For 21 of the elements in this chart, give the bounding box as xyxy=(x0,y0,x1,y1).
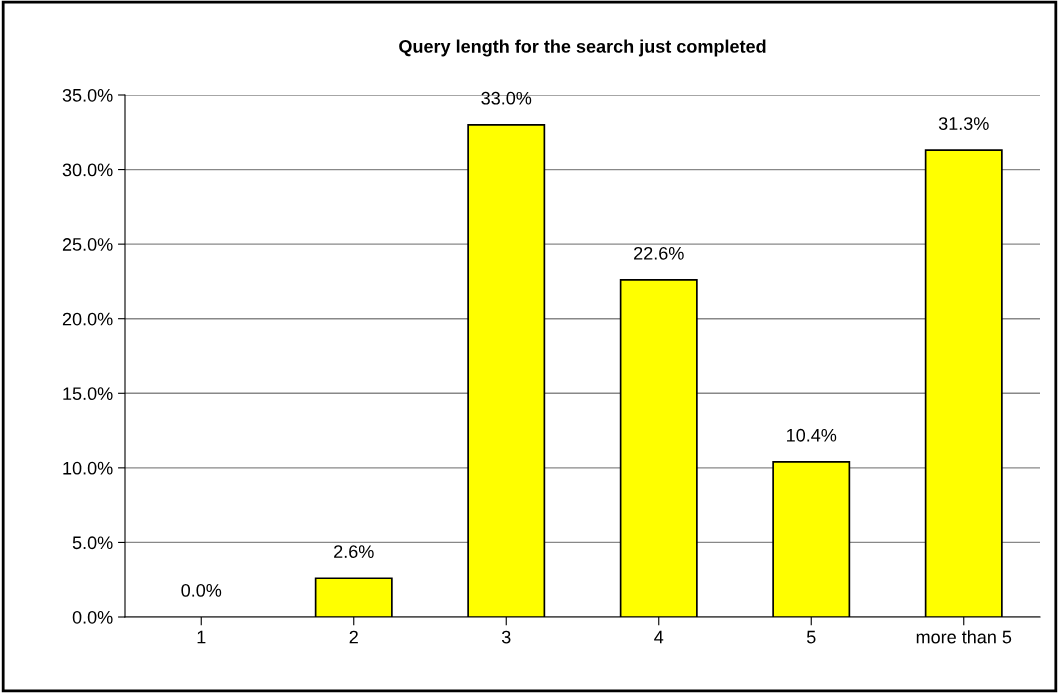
data-label: 22.6% xyxy=(634,246,684,260)
y-tick-label: 15.0% xyxy=(63,387,113,401)
x-tick-label: 4 xyxy=(654,630,664,644)
y-tick-label: 0.0% xyxy=(72,610,113,624)
data-label: 33.0% xyxy=(481,91,532,105)
data-label: 0.0% xyxy=(181,583,222,597)
y-tick-label: 10.0% xyxy=(63,461,113,475)
data-label: 2.6% xyxy=(334,545,374,558)
x-tick-label: 5 xyxy=(806,630,816,644)
data-label: 31.3% xyxy=(938,117,989,130)
x-tick-label: 2 xyxy=(349,630,358,644)
chart-title: Query length for the search just completed xyxy=(399,39,766,57)
data-label: 10.4% xyxy=(787,428,837,442)
y-tick-label: 30.0% xyxy=(62,163,113,177)
y-tick-label: 20.0% xyxy=(62,312,113,326)
x-tick-label: 1 xyxy=(197,630,206,644)
y-tick-label: 35.0% xyxy=(62,88,113,102)
y-tick-label: 25.0% xyxy=(62,238,113,251)
x-tick-label: 3 xyxy=(501,630,511,644)
x-tick-label: more than 5 xyxy=(916,630,1012,644)
y-tick-label: 5.0% xyxy=(72,536,113,550)
